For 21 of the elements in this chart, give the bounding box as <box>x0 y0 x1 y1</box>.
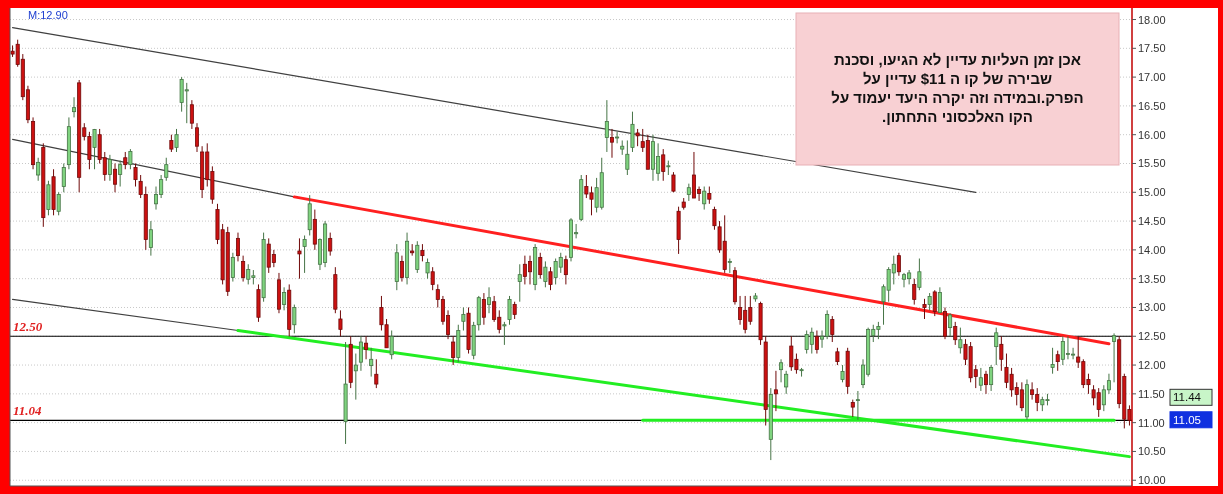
y-tick-label: 11.00 <box>1138 416 1165 429</box>
y-tick-label: 18.00 <box>1138 13 1166 26</box>
y-tick-label: 16.50 <box>1138 99 1166 112</box>
y-tick-label: 12.00 <box>1138 359 1166 372</box>
y-tick-label: 10.50 <box>1138 445 1166 458</box>
y-tick-label: 13.50 <box>1138 272 1166 285</box>
y-tick-label: 15.00 <box>1138 186 1166 199</box>
y-tick-label: 17.50 <box>1138 42 1166 55</box>
annotation: אכן זמן העליות עדיין לא הגיעו, וסכנת שבירה של קו ה $11 עדיין על הפרק.ובמידה וזה יקרה היעד יעמוד על הקו האלכסוני התחתון. <box>831 51 1084 125</box>
annotation: M:12.90 <box>28 9 68 21</box>
ref-line-label: 11.04 <box>13 403 43 419</box>
y-tick-label: 16.00 <box>1138 128 1166 141</box>
y-tick-label: 15.50 <box>1138 157 1166 170</box>
y-tick-label: 14.50 <box>1138 215 1166 228</box>
ref-line-label: 12.50 <box>13 319 43 335</box>
y-tick-label: 17.00 <box>1138 71 1166 84</box>
y-tick-label: 10.00 <box>1138 474 1166 487</box>
y-tick-label: 11.50 <box>1138 387 1165 400</box>
y-tick-label: 12.50 <box>1138 330 1166 343</box>
y-tick-label: 14.00 <box>1138 243 1166 256</box>
y-tick-label: 13.00 <box>1138 301 1166 314</box>
